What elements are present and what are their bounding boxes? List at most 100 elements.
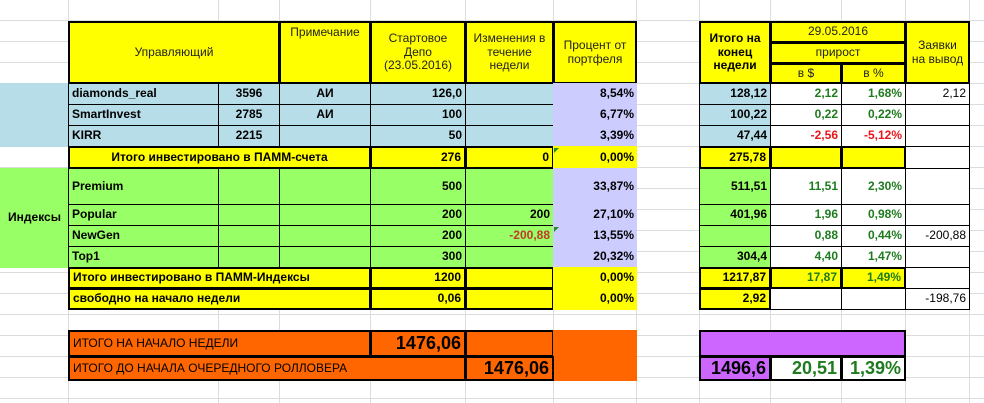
header-growth-pct[interactable]: в %	[841, 63, 906, 84]
manager-note[interactable]: АИ	[279, 104, 371, 126]
index-change[interactable]: 200	[465, 204, 554, 226]
manager-growth-usd[interactable]: 0,22	[770, 104, 842, 126]
manager-growth-usd[interactable]: 2,12	[770, 83, 842, 105]
index-total-withdraw[interactable]	[905, 267, 970, 289]
week-start-total-label[interactable]: ИТОГО НА НАЧАЛО НЕДЕЛИ	[68, 330, 371, 357]
manager-id[interactable]: 2785	[218, 104, 280, 126]
manager-growth-pct[interactable]: 1,68%	[841, 83, 906, 105]
manager-name[interactable]: SmartInvest	[68, 104, 219, 126]
manager-end[interactable]: 47,44	[699, 125, 771, 147]
pamm-total-pct[interactable]: 0,00%	[553, 146, 637, 169]
free-pct[interactable]: 0,00%	[553, 288, 637, 310]
grand-growth-usd[interactable]: 20,51	[770, 356, 842, 381]
index-name[interactable]: Premium	[68, 168, 219, 205]
index-change[interactable]	[465, 168, 554, 205]
header-growth[interactable]: прирост	[770, 42, 906, 64]
index-id[interactable]	[218, 204, 280, 226]
week-start-total-value[interactable]: 1476,06	[370, 330, 466, 357]
manager-pct[interactable]: 6,77%	[553, 104, 637, 126]
manager-growth-usd[interactable]: -2,56	[770, 125, 842, 147]
index-total-growth-usd[interactable]: 17,87	[770, 267, 842, 289]
index-total-pct[interactable]: 0,00%	[553, 267, 637, 289]
manager-withdraw[interactable]	[905, 104, 970, 126]
index-end[interactable]	[699, 225, 771, 247]
index-growth-pct[interactable]: 0,98%	[841, 204, 906, 226]
free-label[interactable]: свободно на начало недели	[68, 288, 371, 310]
pamm-total-withdraw[interactable]	[905, 146, 970, 169]
index-growth-pct[interactable]: 2,30%	[841, 168, 906, 205]
manager-growth-pct[interactable]: 0,22%	[841, 104, 906, 126]
pamm-total-label[interactable]: Итого инвестировано в ПАММ-счета	[68, 146, 371, 169]
manager-change[interactable]	[465, 125, 554, 147]
index-total-label[interactable]: Итого инвестировано в ПАММ-Индексы	[68, 267, 371, 289]
header-start-depo[interactable]: Стартовое Депо (23.05.2016)	[370, 21, 466, 84]
pamm-total-growth-pct[interactable]	[841, 146, 906, 169]
rollover-total-value[interactable]: 1476,06	[465, 356, 554, 381]
manager-note[interactable]: АИ	[279, 83, 371, 105]
manager-id[interactable]: 3596	[218, 83, 280, 105]
pamm-total-end[interactable]: 275,78	[699, 146, 771, 169]
index-pct[interactable]: 27,10%	[553, 204, 637, 226]
index-id[interactable]	[218, 168, 280, 205]
index-pct[interactable]: 20,32%	[553, 246, 637, 268]
index-start[interactable]: 500	[370, 168, 466, 205]
manager-pct[interactable]: 3,39%	[553, 125, 637, 147]
free-growth-usd[interactable]	[770, 288, 842, 310]
index-growth-usd[interactable]: 0,88	[770, 225, 842, 247]
free-change[interactable]	[465, 288, 554, 310]
manager-growth-pct[interactable]: -5,12%	[841, 125, 906, 147]
index-withdraw[interactable]	[905, 246, 970, 268]
manager-name[interactable]: KIRR	[68, 125, 219, 147]
index-withdraw[interactable]	[905, 204, 970, 226]
pamm-total-growth-usd[interactable]	[770, 146, 842, 169]
manager-change[interactable]	[465, 83, 554, 105]
index-growth-pct[interactable]: 1,47%	[841, 246, 906, 268]
manager-end[interactable]: 100,22	[699, 104, 771, 126]
manager-end[interactable]: 128,12	[699, 83, 771, 105]
free-withdraw[interactable]: -198,76	[905, 288, 970, 310]
index-growth-pct[interactable]: 0,44%	[841, 225, 906, 247]
manager-name[interactable]: diamonds_real	[68, 83, 219, 105]
manager-pct[interactable]: 8,54%	[553, 83, 637, 105]
index-withdraw[interactable]	[905, 168, 970, 205]
manager-withdraw[interactable]: 2,12	[905, 83, 970, 105]
header-end-total[interactable]: Итого на конец недели	[699, 21, 771, 84]
header-manager[interactable]: Управляющий	[68, 21, 280, 84]
grand-end[interactable]: 1496,6	[699, 356, 771, 381]
free-growth-pct[interactable]	[841, 288, 906, 310]
index-total-end[interactable]: 1217,87	[699, 267, 771, 289]
index-growth-usd[interactable]: 11,51	[770, 168, 842, 205]
index-note[interactable]	[279, 168, 371, 205]
index-end[interactable]: 304,4	[699, 246, 771, 268]
index-id[interactable]	[218, 225, 280, 247]
header-withdraw[interactable]: Заявки на вывод	[905, 21, 970, 84]
header-percent[interactable]: Процент от портфеля	[553, 21, 637, 84]
manager-change[interactable]	[465, 104, 554, 126]
index-change[interactable]: -200,88	[465, 225, 554, 247]
index-name[interactable]: NewGen	[68, 225, 219, 247]
index-total-start[interactable]: 1200	[370, 267, 466, 289]
manager-id[interactable]: 2215	[218, 125, 280, 147]
free-end[interactable]: 2,92	[699, 288, 771, 310]
index-note[interactable]	[279, 246, 371, 268]
index-id[interactable]	[218, 246, 280, 268]
index-start[interactable]: 200	[370, 225, 466, 247]
pamm-total-change[interactable]: 0	[465, 146, 554, 169]
index-growth-usd[interactable]: 4,40	[770, 246, 842, 268]
header-date[interactable]: 29.05.2016	[770, 21, 906, 43]
index-pct[interactable]: 13,55%	[553, 225, 637, 247]
index-growth-usd[interactable]: 1,96	[770, 204, 842, 226]
index-pct[interactable]: 33,87%	[553, 168, 637, 205]
index-end[interactable]: 511,51	[699, 168, 771, 205]
manager-start[interactable]: 100	[370, 104, 466, 126]
index-start[interactable]: 200	[370, 204, 466, 226]
pamm-total-start[interactable]: 276	[370, 146, 466, 169]
manager-withdraw[interactable]	[905, 125, 970, 147]
grand-growth-pct[interactable]: 1,39%	[841, 356, 906, 381]
index-total-change[interactable]	[465, 267, 554, 289]
index-note[interactable]	[279, 225, 371, 247]
grand-header[interactable]	[699, 330, 906, 357]
free-start[interactable]: 0,06	[370, 288, 466, 310]
manager-note[interactable]	[279, 125, 371, 147]
index-end[interactable]: 401,96	[699, 204, 771, 226]
